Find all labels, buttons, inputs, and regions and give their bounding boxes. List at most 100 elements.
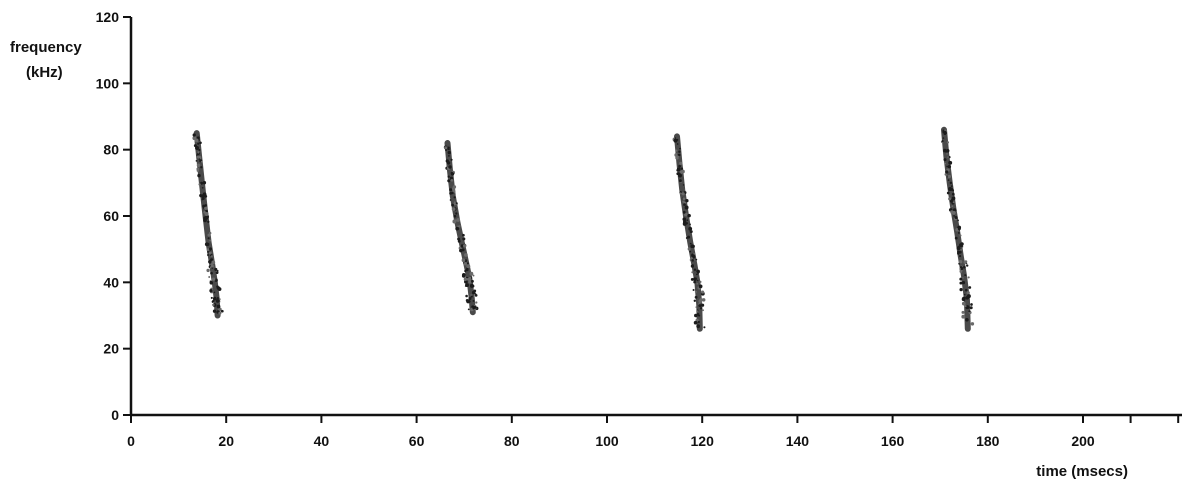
call-speckle: [949, 181, 953, 185]
call-speckle: [962, 277, 964, 279]
call-speckle: [474, 294, 478, 297]
call-speckle: [200, 181, 204, 185]
call-speckle: [675, 156, 679, 160]
call-speckle: [213, 291, 216, 294]
call-speckle: [957, 219, 959, 222]
call-speckle: [961, 301, 966, 306]
call-speckle: [679, 192, 682, 195]
call-speckle: [941, 140, 944, 143]
call-speckle: [964, 260, 968, 263]
call-speckle: [695, 273, 698, 276]
call-speckle: [450, 171, 454, 175]
call-speckle: [472, 299, 475, 302]
call-speckle: [204, 204, 208, 207]
call-speckle: [675, 149, 678, 152]
call-speckle: [691, 244, 695, 248]
call-speckle: [694, 313, 698, 318]
call-speckle: [676, 138, 679, 141]
call-speckle: [208, 276, 211, 278]
call-speckle: [688, 226, 693, 231]
call-speckle: [209, 239, 212, 242]
call-speckle: [211, 300, 214, 303]
call-speckle: [461, 248, 465, 252]
call-speckle: [465, 294, 468, 298]
call-speckle: [696, 282, 699, 285]
call-speckle: [959, 287, 963, 292]
call-speckle: [966, 291, 970, 295]
call-speckle: [946, 153, 948, 155]
call-speckle: [201, 186, 204, 189]
call-speckle: [959, 270, 963, 273]
call-speckle: [679, 170, 683, 173]
call-speckle: [453, 201, 456, 204]
call-speckle: [683, 203, 686, 206]
call-speckle: [695, 277, 697, 280]
call-speckle: [947, 156, 949, 158]
call-speckle: [203, 218, 207, 223]
call-speckle: [697, 320, 700, 324]
x-tick-label: 120: [691, 433, 715, 449]
call-speckle: [208, 247, 213, 251]
call-speckle: [694, 295, 698, 299]
call-speckle: [473, 289, 477, 293]
call-speckle: [468, 276, 472, 279]
call-speckle: [471, 284, 475, 288]
call-speckle: [966, 294, 971, 299]
call-speckle: [689, 230, 693, 234]
call-speckle: [208, 259, 212, 264]
call-speckle: [207, 233, 211, 237]
call-speckle: [693, 252, 696, 255]
call-speckle: [674, 153, 679, 157]
call-speckle: [676, 143, 679, 145]
call-speckle: [471, 309, 473, 312]
call-trace-line: [444, 140, 476, 316]
call-speckle: [682, 210, 686, 214]
call-speckle: [679, 161, 683, 166]
call-speckle: [447, 150, 451, 155]
call-speckle: [451, 191, 454, 195]
call-speckle: [469, 271, 474, 276]
call-speckle: [960, 248, 962, 251]
call-speckle: [699, 298, 703, 302]
call-speckle: [468, 280, 472, 284]
y-tick-label: 100: [96, 75, 120, 91]
call-speckle: [961, 310, 965, 314]
call-speckle: [952, 201, 955, 204]
x-tick-label: 140: [786, 433, 810, 449]
call-speckle: [211, 260, 216, 265]
call-speckle: [204, 206, 208, 211]
call-speckle: [455, 212, 458, 215]
call-speckle: [967, 276, 970, 279]
call-speckle: [968, 310, 971, 313]
call-speckle: [963, 265, 966, 269]
x-tick-label: 160: [881, 433, 905, 449]
call-speckle: [202, 181, 207, 185]
call-speckle: [462, 273, 466, 277]
call-speckle: [467, 264, 471, 268]
call-speckle: [449, 199, 452, 201]
call-speckle: [958, 250, 962, 254]
call-speckle: [206, 268, 210, 273]
call-speckle: [691, 259, 694, 262]
call-speckle: [685, 199, 689, 203]
call-speckle: [464, 269, 467, 273]
call-speckle: [465, 298, 469, 302]
call-speckle: [693, 280, 696, 284]
call-speckle: [953, 215, 955, 217]
call-speckle: [468, 297, 472, 300]
call-speckle: [963, 293, 966, 296]
call-speckle: [196, 163, 201, 168]
call-speckle: [946, 191, 950, 195]
call-speckle: [201, 194, 205, 198]
call-speckle: [215, 271, 219, 274]
y-tick-label: 60: [103, 208, 119, 224]
x-tick-label: 20: [218, 433, 234, 449]
call-speckle: [215, 298, 220, 303]
call-speckle: [945, 149, 950, 153]
call-speckle: [456, 218, 460, 222]
x-tick-label: 40: [314, 433, 330, 449]
call-speckle: [458, 225, 461, 227]
call-speckle: [676, 167, 681, 172]
call-speckle: [682, 221, 687, 226]
call-speckle: [943, 148, 947, 153]
